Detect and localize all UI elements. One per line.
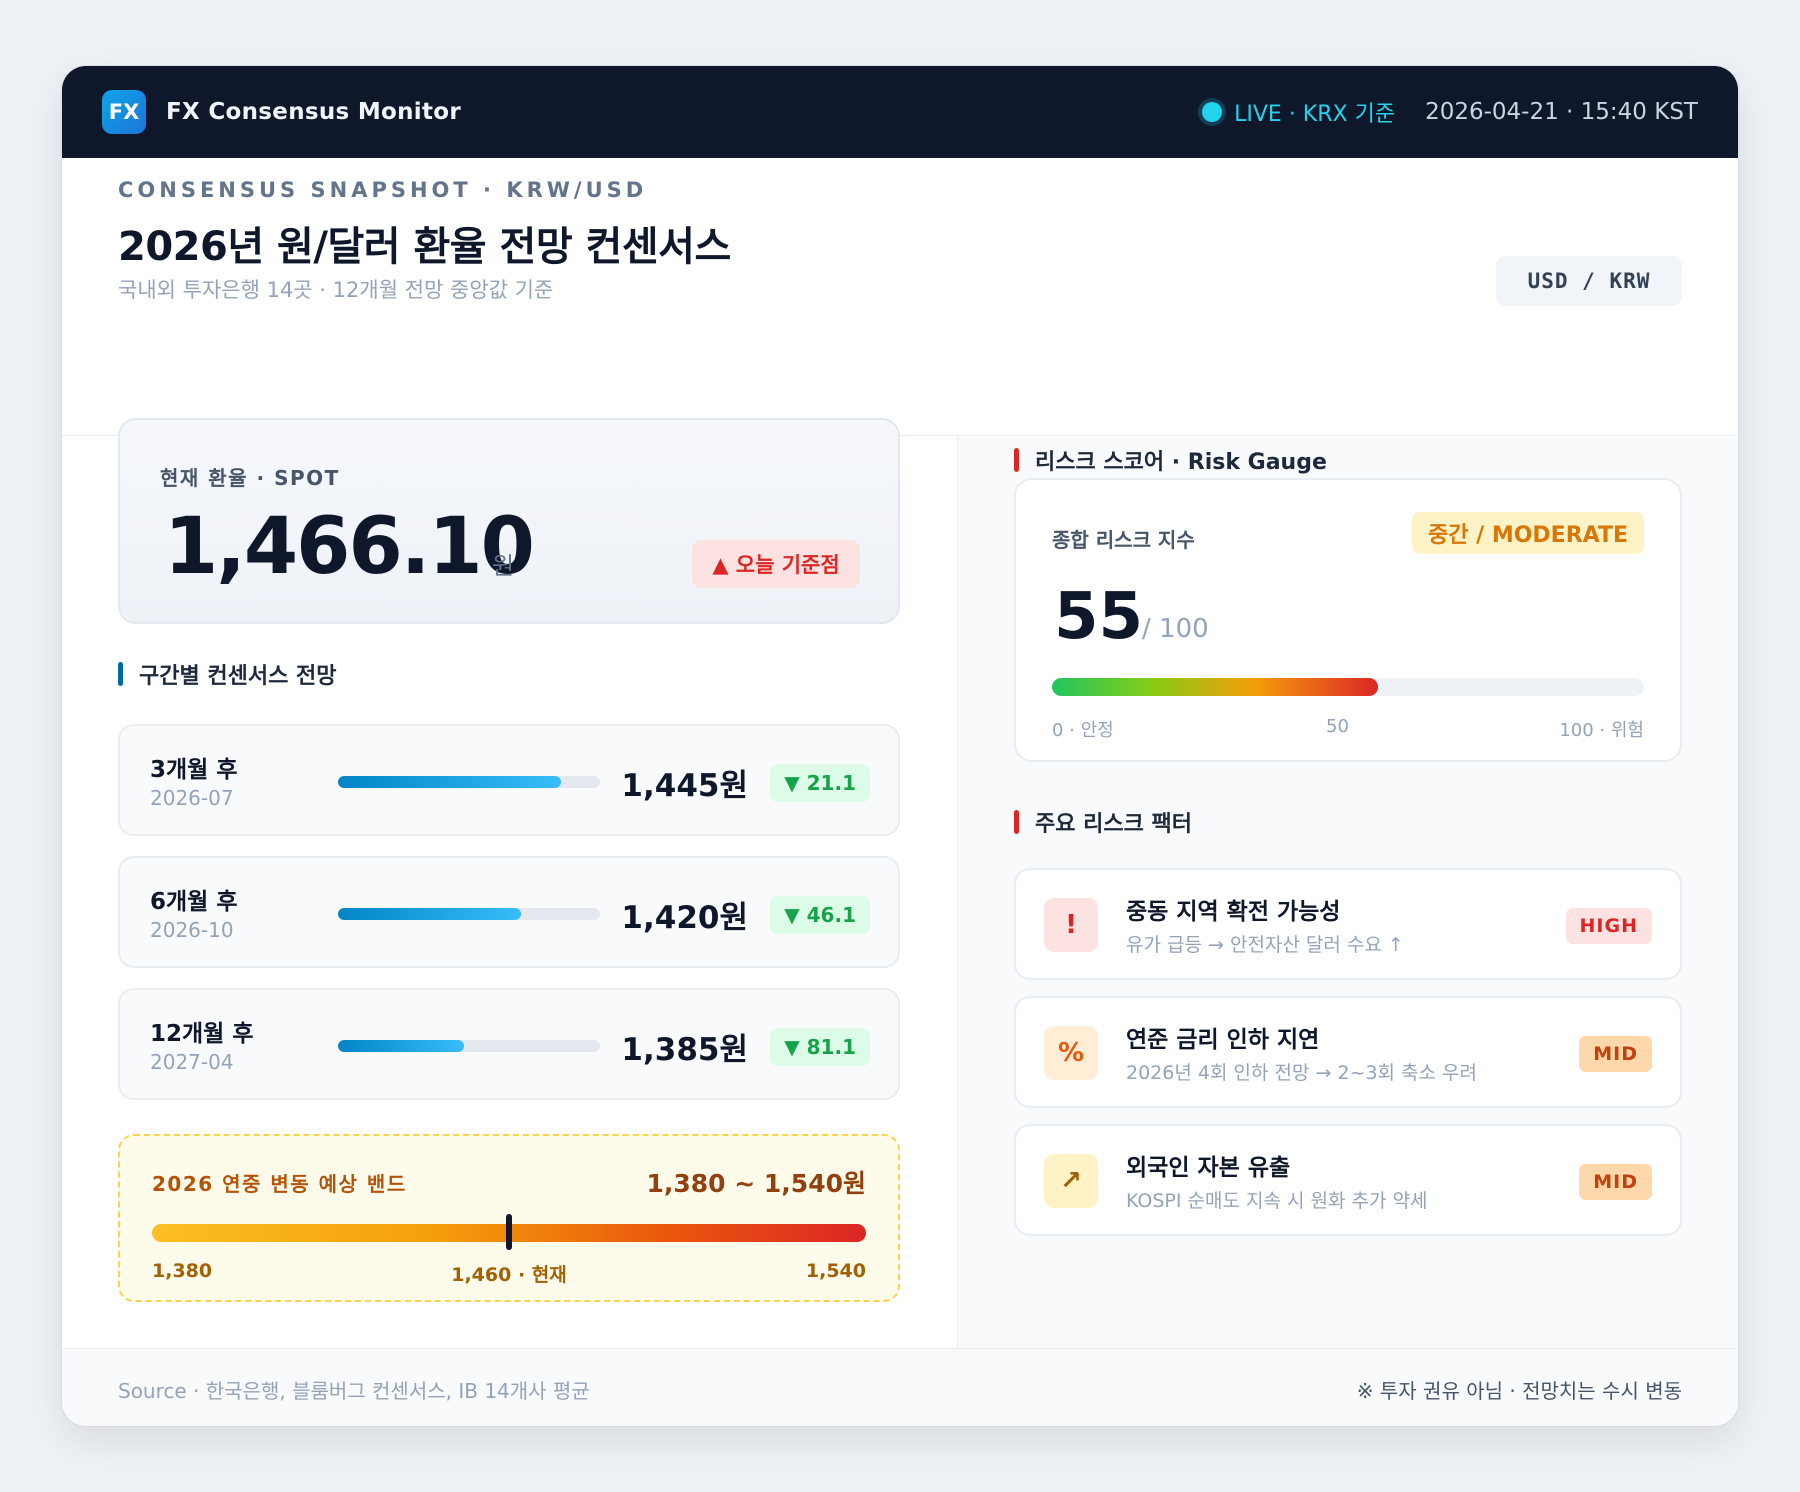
risk-level-badge: 중간 / MODERATE xyxy=(1411,512,1644,554)
forecast-change-badge: ▼ 81.1 xyxy=(770,1028,870,1066)
datetime: 2026-04-21 · 15:40 KST xyxy=(1425,99,1698,125)
section-marker xyxy=(118,662,123,686)
section-title-text: 구간별 컨센서스 전망 xyxy=(139,664,337,689)
factor-description: KOSPI 순매도 지속 시 원화 추가 약세 xyxy=(1126,1190,1428,1212)
forecast-value: 1,445원 xyxy=(621,768,748,804)
dashboard-card: FX FX Consensus Monitor LIVE · KRX 기준 20… xyxy=(62,66,1738,1426)
band-tick-min: 1,380 xyxy=(152,1260,213,1282)
factor-title: 중동 지역 확전 가능성 xyxy=(1126,899,1341,925)
forecast-date: 2026-10 xyxy=(150,918,234,942)
forecast-period: 6개월 후 xyxy=(150,889,238,915)
risk-factor-item[interactable]: ↗ 외국인 자본 유출 KOSPI 순매도 지속 시 원화 추가 약세 MID xyxy=(1014,1124,1682,1236)
risk-section-title: 리스크 스코어 · Risk Gauge xyxy=(1014,444,1327,476)
factor-description: 유가 급등 → 안전자산 달러 수요 ↑ xyxy=(1126,934,1404,956)
live-label: LIVE · KRX 기준 xyxy=(1234,102,1396,127)
risk-score-max: / 100 xyxy=(1142,614,1209,644)
factor-title: 연준 금리 인하 지연 xyxy=(1126,1027,1320,1053)
spot-value: 1,466.10 xyxy=(164,502,535,592)
currency-pair-chip[interactable]: USD / KRW xyxy=(1496,256,1682,306)
forecast-row-12m[interactable]: 12개월 후 2027-04 1,385원 ▼ 81.1 xyxy=(118,988,900,1100)
forecast-row-3m[interactable]: 3개월 후 2026-07 1,445원 ▼ 21.1 xyxy=(118,724,900,836)
app-logo: FX xyxy=(102,90,146,134)
gauge-tick-low: 0 · 안정 xyxy=(1052,720,1114,741)
alert-icon: ! xyxy=(1044,898,1098,952)
live-status: LIVE · KRX 기준 xyxy=(1202,96,1395,128)
band-track xyxy=(152,1214,866,1250)
forecast-date: 2026-07 xyxy=(150,786,234,810)
forecast-value: 1,385원 xyxy=(621,1032,748,1068)
forecast-section-title: 구간별 컨센서스 전망 xyxy=(118,658,336,690)
forecast-date: 2027-04 xyxy=(150,1050,234,1074)
forecast-bar-track xyxy=(338,776,600,788)
spot-rate-card: 현재 환율 · SPOT 1,466.10 원 ▲ 오늘 기준점 xyxy=(118,418,900,624)
footer-disclaimer: ※ 투자 권유 아님 · 전망치는 수시 변동 xyxy=(1356,1379,1682,1403)
gauge-tick-high: 100 · 위험 xyxy=(1559,720,1644,741)
gauge-label: 종합 리스크 지수 xyxy=(1052,528,1195,552)
app-title: FX Consensus Monitor xyxy=(166,99,462,125)
forecast-bar-track xyxy=(338,1040,600,1052)
percent-icon: % xyxy=(1044,1026,1098,1080)
forecast-change-badge: ▼ 46.1 xyxy=(770,896,870,934)
eyebrow: CONSENSUS SNAPSHOT · KRW/USD xyxy=(118,178,648,202)
spot-label: 현재 환율 · SPOT xyxy=(160,466,340,490)
annual-band-card: 2026 연중 변동 예상 밴드 1,380 ~ 1,540원 1,380 1,… xyxy=(118,1134,900,1302)
factor-level-badge: MID xyxy=(1579,1036,1652,1072)
current-rate-marker xyxy=(506,1214,512,1250)
factors-section-title: 주요 리스크 팩터 xyxy=(1014,806,1192,838)
factor-level-badge: HIGH xyxy=(1565,908,1652,944)
gauge-tick-mid: 50 xyxy=(1326,716,1349,737)
band-tick-max: 1,540 xyxy=(805,1260,866,1282)
footer-source: Source · 한국은행, 블룸버그 컨센서스, IB 14개사 평균 xyxy=(118,1379,590,1403)
risk-factor-item[interactable]: % 연준 금리 인하 지연 2026년 4회 인하 전망 → 2~3회 축소 우… xyxy=(1014,996,1682,1108)
factor-title: 외국인 자본 유출 xyxy=(1126,1155,1291,1181)
forecast-bar-fill xyxy=(338,908,522,920)
band-title: 2026 연중 변동 예상 밴드 xyxy=(152,1172,407,1196)
page-title: 2026년 원/달러 환율 전망 컨센서스 xyxy=(118,224,731,270)
band-range: 1,380 ~ 1,540원 xyxy=(646,1169,866,1198)
forecast-bar-fill xyxy=(338,776,561,788)
section-title-text: 주요 리스크 팩터 xyxy=(1035,812,1192,837)
top-bar: FX FX Consensus Monitor LIVE · KRX 기준 20… xyxy=(62,66,1738,158)
section-marker xyxy=(1014,448,1019,472)
forecast-value: 1,420원 xyxy=(621,900,748,936)
risk-factor-item[interactable]: ! 중동 지역 확전 가능성 유가 급등 → 안전자산 달러 수요 ↑ HIGH xyxy=(1014,868,1682,980)
section-title-text: 리스크 스코어 · Risk Gauge xyxy=(1035,450,1327,475)
factor-description: 2026년 4회 인하 전망 → 2~3회 축소 우려 xyxy=(1126,1062,1478,1084)
risk-score: 55 xyxy=(1054,580,1144,654)
risk-gauge-card: 종합 리스크 지수 중간 / MODERATE 55 / 100 0 · 안정 … xyxy=(1014,478,1682,762)
band-tick-current: 1,460 · 현재 xyxy=(451,1264,567,1286)
forecast-change-badge: ▼ 21.1 xyxy=(770,764,870,802)
risk-gauge-track xyxy=(1052,678,1644,696)
forecast-bar-fill xyxy=(338,1040,464,1052)
forecast-period: 12개월 후 xyxy=(150,1021,254,1047)
forecast-bar-track xyxy=(338,908,600,920)
section-marker xyxy=(1014,810,1019,834)
forecast-period: 3개월 후 xyxy=(150,757,238,783)
page-header xyxy=(62,158,1738,436)
factor-level-badge: MID xyxy=(1579,1164,1652,1200)
outflow-arrow-icon: ↗ xyxy=(1044,1154,1098,1208)
spot-badge: ▲ 오늘 기준점 xyxy=(692,540,860,588)
spot-unit: 원 xyxy=(492,552,515,580)
forecast-row-6m[interactable]: 6개월 후 2026-10 1,420원 ▼ 46.1 xyxy=(118,856,900,968)
risk-gauge-fill xyxy=(1052,678,1378,696)
live-dot-icon xyxy=(1202,102,1223,122)
footer: Source · 한국은행, 블룸버그 컨센서스, IB 14개사 평균 ※ 투… xyxy=(62,1348,1738,1426)
page-subtitle: 국내외 투자은행 14곳 · 12개월 전망 중앙값 기준 xyxy=(118,278,554,302)
